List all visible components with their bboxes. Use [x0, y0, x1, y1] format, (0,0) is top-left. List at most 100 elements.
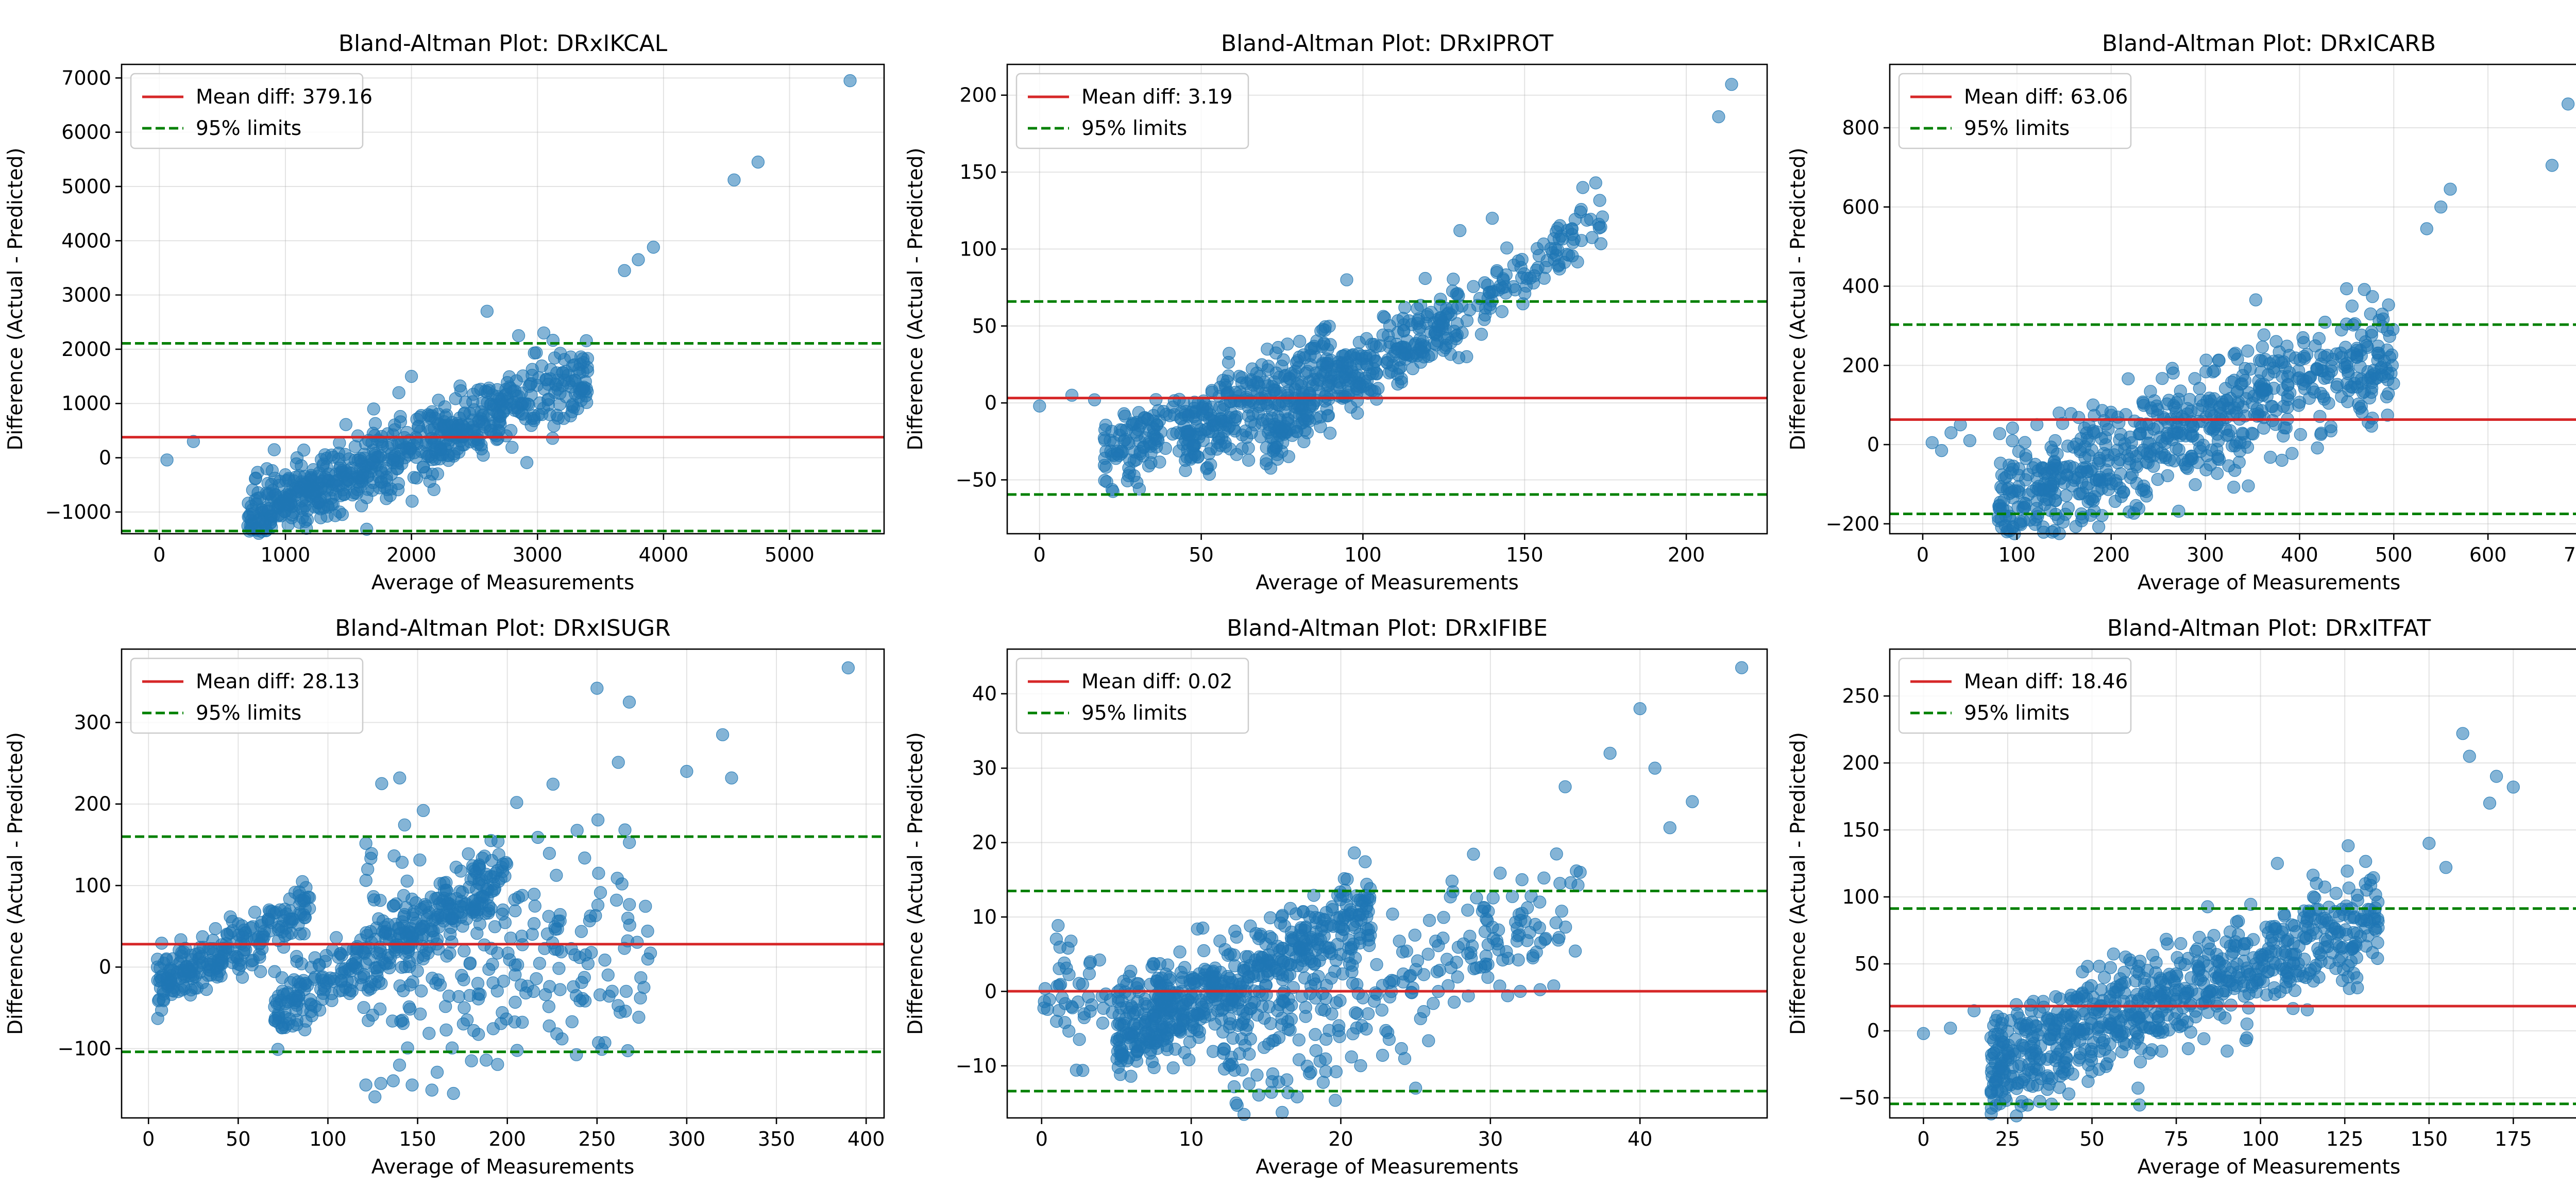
data-point	[2072, 487, 2086, 501]
data-point	[2369, 924, 2383, 937]
legend-box	[130, 73, 364, 149]
data-point	[2444, 182, 2457, 196]
scatter-points	[1033, 78, 1738, 498]
data-point	[2229, 347, 2242, 360]
subplot-6: 0255075100125150175200−50050100150200250…	[1787, 615, 2576, 1179]
data-point	[1367, 337, 1381, 351]
data-point	[1292, 1053, 1306, 1066]
data-point	[2064, 407, 2078, 420]
data-point	[2381, 324, 2394, 337]
data-point	[505, 440, 519, 454]
data-point	[1257, 970, 1270, 983]
data-point	[1041, 1003, 1054, 1016]
data-point	[2456, 727, 2469, 740]
data-point	[2107, 947, 2120, 961]
data-point	[1236, 1004, 1250, 1018]
data-point	[1422, 913, 1436, 927]
data-point	[1573, 865, 1587, 879]
data-point	[2067, 440, 2080, 454]
data-point	[1574, 206, 1587, 219]
data-point	[1077, 1011, 1091, 1024]
data-point	[2360, 883, 2374, 897]
data-point	[1260, 457, 1273, 470]
data-point	[1461, 904, 1475, 917]
x-tick-label: 0	[1917, 1128, 1929, 1150]
data-point	[397, 984, 410, 997]
data-point	[512, 329, 526, 343]
data-point	[2232, 928, 2245, 942]
data-point	[2332, 954, 2346, 967]
data-point	[1365, 384, 1379, 398]
data-point	[360, 522, 374, 536]
data-point	[391, 456, 404, 470]
data-point	[2189, 478, 2202, 491]
data-point	[1486, 891, 1500, 905]
data-point	[1303, 349, 1317, 362]
legend-limits-label: 95% limits	[1964, 702, 2070, 725]
data-point	[1224, 982, 1238, 996]
data-point	[1147, 1061, 1161, 1074]
data-point	[1262, 1000, 1276, 1014]
data-point	[1989, 1099, 2003, 1112]
data-point	[373, 947, 386, 960]
data-point	[1519, 279, 1533, 293]
data-point	[1516, 297, 1530, 311]
data-point	[235, 971, 249, 984]
legend-mean-label: Mean diff: 3.19	[1081, 86, 1233, 109]
data-point	[2422, 837, 2436, 850]
data-point	[1202, 447, 1216, 461]
data-point	[2022, 1057, 2036, 1071]
data-point	[1999, 509, 2012, 523]
data-point	[335, 508, 349, 521]
data-point	[1345, 1050, 1358, 1064]
data-point	[2314, 915, 2327, 929]
data-point	[359, 837, 372, 850]
data-point	[1445, 874, 1459, 888]
data-point	[1997, 494, 2011, 507]
y-tick-label: 4000	[61, 229, 111, 252]
data-point	[447, 1086, 460, 1100]
data-point	[2545, 159, 2559, 172]
data-point	[454, 864, 468, 878]
data-point	[374, 1077, 387, 1090]
data-point	[452, 990, 466, 1004]
data-point	[1430, 965, 1444, 978]
x-axis-label: Average of Measurements	[2138, 571, 2401, 594]
data-point	[1343, 957, 1356, 971]
data-point	[2100, 1057, 2114, 1071]
y-tick-label: 150	[1842, 819, 1879, 841]
data-point	[2277, 355, 2291, 369]
y-tick-label: 1000	[61, 392, 111, 415]
data-point	[1228, 959, 1242, 973]
data-point	[1440, 953, 1454, 966]
data-point	[267, 443, 281, 456]
data-point	[1216, 373, 1230, 387]
data-point	[360, 491, 374, 504]
data-point	[1460, 350, 1473, 364]
data-point	[486, 1022, 500, 1035]
data-point	[1993, 427, 2006, 440]
data-point	[2187, 420, 2200, 433]
data-point	[1242, 453, 1256, 467]
data-point	[2308, 891, 2321, 905]
data-point	[165, 988, 178, 1001]
data-point	[1437, 911, 1450, 924]
data-point	[2292, 399, 2306, 412]
x-tick-label: 0	[1036, 1128, 1048, 1150]
data-point	[1490, 264, 1504, 278]
data-point	[526, 363, 539, 376]
data-point	[2228, 464, 2242, 477]
x-tick-label: 300	[668, 1128, 706, 1150]
data-point	[2366, 290, 2379, 303]
data-point	[1362, 933, 1376, 947]
data-point	[1161, 1043, 1174, 1056]
data-point	[621, 911, 635, 925]
data-point	[396, 915, 409, 929]
data-point	[453, 379, 467, 393]
data-point	[214, 969, 228, 983]
data-point	[1571, 878, 1585, 892]
data-point	[2099, 438, 2112, 451]
data-point	[465, 1054, 478, 1067]
data-point	[1052, 919, 1065, 932]
